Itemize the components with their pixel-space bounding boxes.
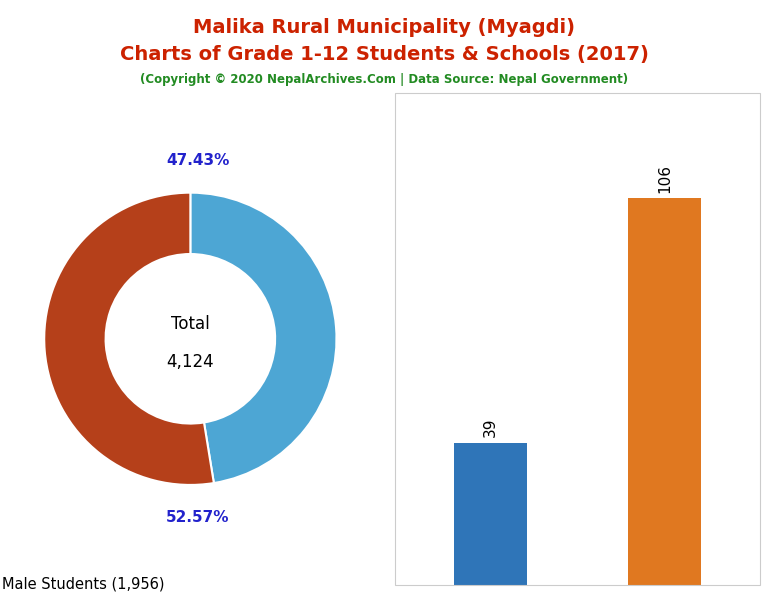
Wedge shape	[45, 193, 214, 485]
Text: 39: 39	[483, 418, 498, 437]
Text: (Copyright © 2020 NepalArchives.Com | Data Source: Nepal Government): (Copyright © 2020 NepalArchives.Com | Da…	[140, 73, 628, 86]
Text: 4,124: 4,124	[167, 353, 214, 371]
Wedge shape	[190, 193, 336, 483]
Text: 52.57%: 52.57%	[166, 510, 230, 525]
Bar	[628, 198, 701, 585]
Text: Total: Total	[171, 315, 210, 333]
Text: Charts of Grade 1-12 Students & Schools (2017): Charts of Grade 1-12 Students & Schools …	[120, 45, 648, 64]
Legend: Male Students (1,956), Female Students (2,168): Male Students (1,956), Female Students (…	[0, 570, 187, 597]
Bar	[454, 443, 527, 585]
Text: 106: 106	[657, 164, 672, 193]
Text: Malika Rural Municipality (Myagdi): Malika Rural Municipality (Myagdi)	[193, 18, 575, 37]
Text: 47.43%: 47.43%	[166, 153, 230, 168]
